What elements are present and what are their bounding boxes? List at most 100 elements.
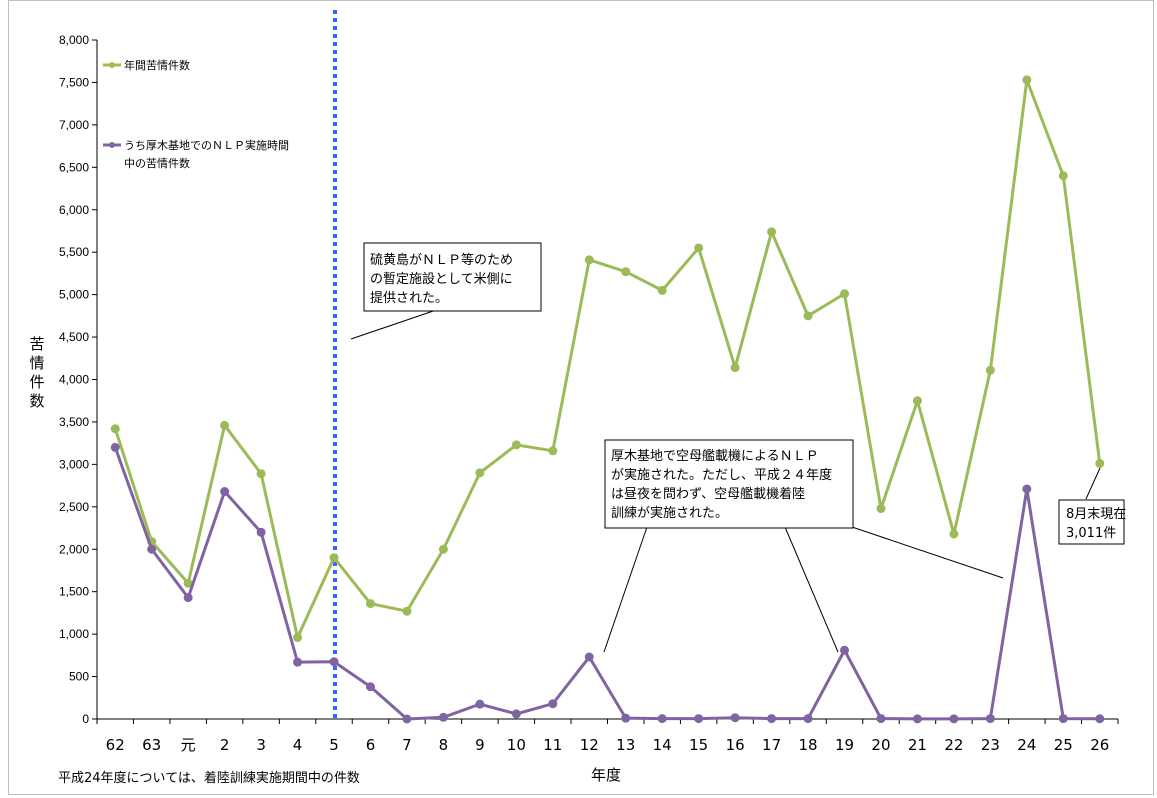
- annotation-current-text: 8月末現在: [1066, 507, 1126, 522]
- callout-leader: [350, 306, 446, 340]
- data-point: [985, 714, 995, 724]
- x-tick-label: 22: [944, 736, 963, 754]
- data-point: [840, 289, 850, 299]
- data-point: [584, 255, 594, 265]
- annotation-current: 8月末現在 3,011件: [1058, 499, 1126, 545]
- x-tick-label: 9: [475, 736, 485, 754]
- x-tick-label: 4: [293, 736, 303, 754]
- callout-leader: [784, 526, 839, 653]
- data-point: [876, 714, 886, 724]
- data-point: [365, 599, 375, 609]
- x-tick-label: 6: [366, 736, 376, 754]
- data-point: [1022, 75, 1032, 85]
- legend-label-nlp: 中の苦情件数: [124, 157, 190, 170]
- y-tick-label: 0: [82, 712, 89, 726]
- x-tick-label: 18: [799, 736, 818, 754]
- x-tick-label: 8: [439, 736, 449, 754]
- x-tick-label: 15: [689, 736, 708, 754]
- series-line-0: [113, 78, 1102, 640]
- data-point: [256, 527, 266, 537]
- x-tick-label: 7: [402, 736, 412, 754]
- data-point: [293, 633, 303, 643]
- x-tick-label: 21: [908, 736, 927, 754]
- series-line-1: [113, 446, 1100, 721]
- legend-label-total: 年間苦情件数: [124, 58, 190, 72]
- data-point: [840, 645, 850, 655]
- data-point: [730, 363, 740, 373]
- y-tick-label: 3,000: [59, 457, 89, 471]
- y-tick-label: 6,500: [59, 160, 89, 174]
- y-tick-label: 500: [69, 670, 89, 684]
- data-point: [949, 714, 959, 724]
- annotation-iwoto-text: 提供された。: [370, 290, 448, 306]
- x-tick-label: 14: [653, 736, 672, 754]
- x-tick-label: 2: [220, 736, 230, 754]
- data-point: [183, 593, 193, 603]
- data-point: [293, 657, 303, 667]
- x-tick-label: 25: [1054, 736, 1073, 754]
- legend-marker-nlp: [109, 142, 115, 148]
- x-tick-label: 3: [256, 736, 266, 754]
- data-point: [548, 699, 558, 709]
- x-tick-label: 24: [1017, 736, 1036, 754]
- legend-marker-total: [109, 62, 115, 68]
- x-tick-label: 5: [329, 736, 339, 754]
- data-point: [803, 714, 813, 724]
- data-point: [1095, 714, 1105, 724]
- data-point: [438, 544, 448, 554]
- annotation-atsugi-text: が実施された。ただし、平成２４年度: [611, 467, 832, 483]
- annotation-iwoto-text: の暫定施設として米側に: [370, 271, 513, 287]
- x-tick-label: 26: [1090, 736, 1109, 754]
- x-tick-label: 元: [181, 736, 196, 754]
- data-point: [694, 714, 704, 724]
- x-tick-label: 63: [142, 736, 161, 754]
- y-axis-label: 苦情件数: [29, 335, 44, 410]
- data-point: [475, 468, 485, 478]
- annotation-iwoto-text: 硫黄島がＮＬＰ等のため: [370, 252, 513, 268]
- y-tick-label: 3,500: [59, 415, 89, 429]
- data-point: [621, 713, 631, 723]
- x-tick-label: 10: [507, 736, 526, 754]
- data-point: [220, 420, 230, 430]
- data-point: [511, 709, 521, 719]
- data-point: [1058, 171, 1068, 181]
- y-axis: 0 500 1,000 1,500 2,000 2,500 3,000 3,500 4,000 4…: [59, 33, 98, 726]
- y-tick-label: 5,000: [59, 288, 89, 302]
- annotation-current-text: 3,011件: [1066, 526, 1116, 541]
- data-point: [985, 365, 995, 375]
- data-point: [110, 442, 120, 452]
- data-point: [657, 714, 667, 724]
- x-tick-label: 12: [580, 736, 599, 754]
- y-tick-label: 4,000: [59, 373, 89, 387]
- y-tick-label: 7,000: [59, 118, 89, 132]
- x-tick-label: 19: [835, 736, 854, 754]
- annotation-atsugi-text: 厚木基地で空母艦載機によるＮＬＰ: [611, 449, 819, 464]
- data-point: [912, 396, 922, 406]
- annotation-atsugi-text: は昼夜を問わず、空母艦載機着陸: [611, 486, 805, 502]
- footnote: 平成24年度については、着陸訓練実施期間中の件数: [58, 770, 360, 786]
- data-point: [365, 682, 375, 692]
- x-tick-label: 23: [981, 736, 1000, 754]
- x-tick-label: 20: [871, 736, 890, 754]
- data-point: [694, 243, 704, 253]
- callout-leader: [603, 526, 648, 653]
- data-point: [803, 311, 813, 321]
- data-point: [1022, 484, 1032, 494]
- data-point: [548, 446, 558, 456]
- chart-frame: [8, 0, 1154, 795]
- legend-label-nlp: うち厚木基地でのＮＬＰ実施時間: [124, 138, 289, 152]
- data-point: [147, 544, 157, 554]
- data-point: [329, 657, 339, 667]
- data-point: [475, 699, 485, 709]
- annotations: 硫黄島がＮＬＰ等のための暫定施設として米側に提供された。厚木基地で空母艦載機によ…: [350, 242, 1126, 653]
- data-point: [1058, 714, 1068, 724]
- data-point: [876, 504, 886, 514]
- data-point: [110, 424, 120, 434]
- y-tick-label: 1,500: [59, 585, 89, 599]
- x-tick-label: 17: [762, 736, 781, 754]
- y-tick-label: 7,500: [59, 75, 89, 89]
- data-point: [402, 606, 412, 616]
- data-point: [438, 712, 448, 722]
